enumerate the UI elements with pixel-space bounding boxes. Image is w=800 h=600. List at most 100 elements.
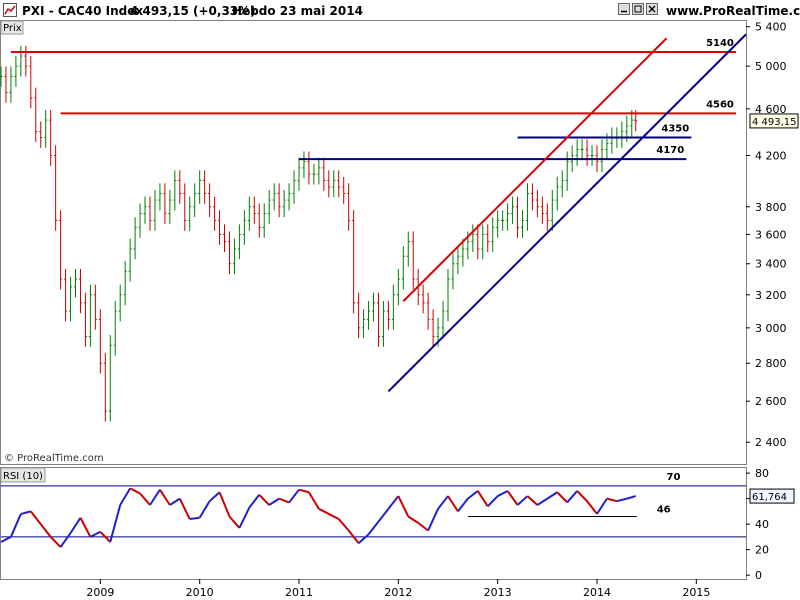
rsi-segment: [129, 487, 141, 495]
minimize-icon[interactable]: [618, 3, 630, 18]
rsi-segment: [208, 491, 221, 502]
price-bar: [78, 268, 82, 314]
price-bar: [555, 176, 559, 211]
price-bar: [208, 183, 212, 218]
price-bar: [501, 210, 505, 231]
trendline-1[interactable]: [402, 37, 668, 302]
site-url: www.ProRealTime.com: [666, 4, 800, 18]
watermark: © ProRealTime.com: [4, 453, 104, 464]
level-label-5140: 5140: [706, 38, 734, 49]
rsi-level-label-70: 70: [667, 472, 681, 483]
rsi-y-tick-label: 80: [755, 467, 769, 480]
price-bar: [123, 261, 127, 306]
price-bar: [277, 183, 281, 218]
price-bar: [376, 292, 380, 347]
price-bar: [307, 151, 311, 185]
x-tick-label: 2015: [682, 586, 710, 599]
level-label-4560: 4560: [706, 99, 734, 110]
price-bar: [178, 170, 182, 204]
rsi-segment: [278, 497, 290, 504]
rsi-segment: [178, 498, 191, 520]
price-bar: [535, 189, 539, 218]
rsi-segment: [606, 497, 618, 503]
rsi-segment: [536, 497, 548, 506]
rsi-segment: [248, 494, 261, 509]
price-y-tick-label: 3 800: [755, 201, 787, 214]
price-current-tag: 4 493,15: [752, 117, 797, 128]
rsi-y-tick-label: 20: [755, 544, 769, 557]
rsi-panel-frame: [0, 467, 747, 580]
rsi-segment: [288, 489, 300, 504]
rsi-segment: [397, 495, 410, 517]
rsi-segment: [556, 491, 568, 504]
price-bar: [516, 196, 520, 238]
price-bar: [163, 183, 167, 224]
price-bar: [471, 224, 475, 252]
x-tick-label: 2010: [186, 586, 214, 599]
rsi-segment: [169, 497, 181, 506]
rsi-segment: [546, 491, 558, 500]
rsi-segment: [377, 508, 390, 523]
rsi-y-tick-label: 40: [755, 518, 769, 531]
price-bar: [168, 189, 172, 224]
price-bar: [143, 196, 147, 224]
rsi-segment: [367, 520, 380, 535]
rsi-segment: [149, 489, 161, 506]
price-y-tick-label: 4 200: [755, 149, 787, 162]
price-bar: [401, 246, 405, 290]
price-bar: [24, 45, 28, 77]
price-y-tick-label: 4 600: [755, 103, 787, 116]
timeframe-date: Hebdo 23 mai 2014: [232, 4, 363, 18]
price-bar: [560, 170, 564, 198]
price-bar: [347, 183, 351, 231]
rsi-segment: [59, 532, 72, 548]
x-tick-label: 2009: [86, 586, 114, 599]
rsi-segment: [526, 495, 539, 506]
rsi-segment: [476, 490, 489, 507]
price-bar: [585, 139, 589, 166]
rsi-segment: [159, 489, 171, 506]
price-bar: [193, 183, 197, 218]
rsi-segment: [39, 523, 52, 538]
price-bar: [302, 151, 306, 179]
price-bar: [381, 300, 385, 347]
x-axis: 2009 2010 2011 2012 2013 2014 2015: [86, 579, 710, 599]
price-bar: [267, 189, 271, 224]
maximize-icon[interactable]: [632, 3, 644, 18]
price-bar: [396, 268, 400, 306]
rsi-segment: [357, 533, 370, 545]
price-bar: [580, 139, 584, 160]
level-label-4170: 4170: [656, 145, 684, 156]
price-panel-label: Prix: [3, 23, 22, 34]
price-bar: [0, 66, 3, 87]
rsi-segment: [437, 495, 449, 510]
rsi-segment: [238, 507, 251, 529]
price-bar: [491, 217, 495, 252]
price-bar: [362, 309, 366, 339]
price-bar: [49, 109, 53, 166]
price-bar: [257, 203, 261, 238]
rsi-segment: [0, 536, 12, 543]
price-bar: [14, 56, 18, 87]
rsi-segment: [417, 522, 429, 532]
x-tick-label: 2012: [384, 586, 412, 599]
price-bar: [372, 292, 375, 322]
price-bar: [232, 238, 236, 275]
price-bar: [93, 284, 97, 330]
trendline-2[interactable]: [387, 33, 747, 393]
price-bar: [98, 309, 102, 374]
price-bar: [133, 217, 137, 260]
rsi-segment: [69, 517, 82, 534]
price-bar: [29, 56, 33, 109]
price-bar: [367, 300, 371, 330]
price-panel-label-box: [0, 20, 24, 35]
rsi-segment: [407, 515, 419, 524]
rsi-segment: [506, 490, 519, 506]
price-bar: [242, 210, 246, 245]
rsi-segment: [516, 495, 529, 506]
close-icon[interactable]: [646, 3, 658, 18]
price-bar: [406, 231, 410, 267]
rsi-segment: [566, 490, 578, 504]
price-bar: [550, 189, 554, 231]
